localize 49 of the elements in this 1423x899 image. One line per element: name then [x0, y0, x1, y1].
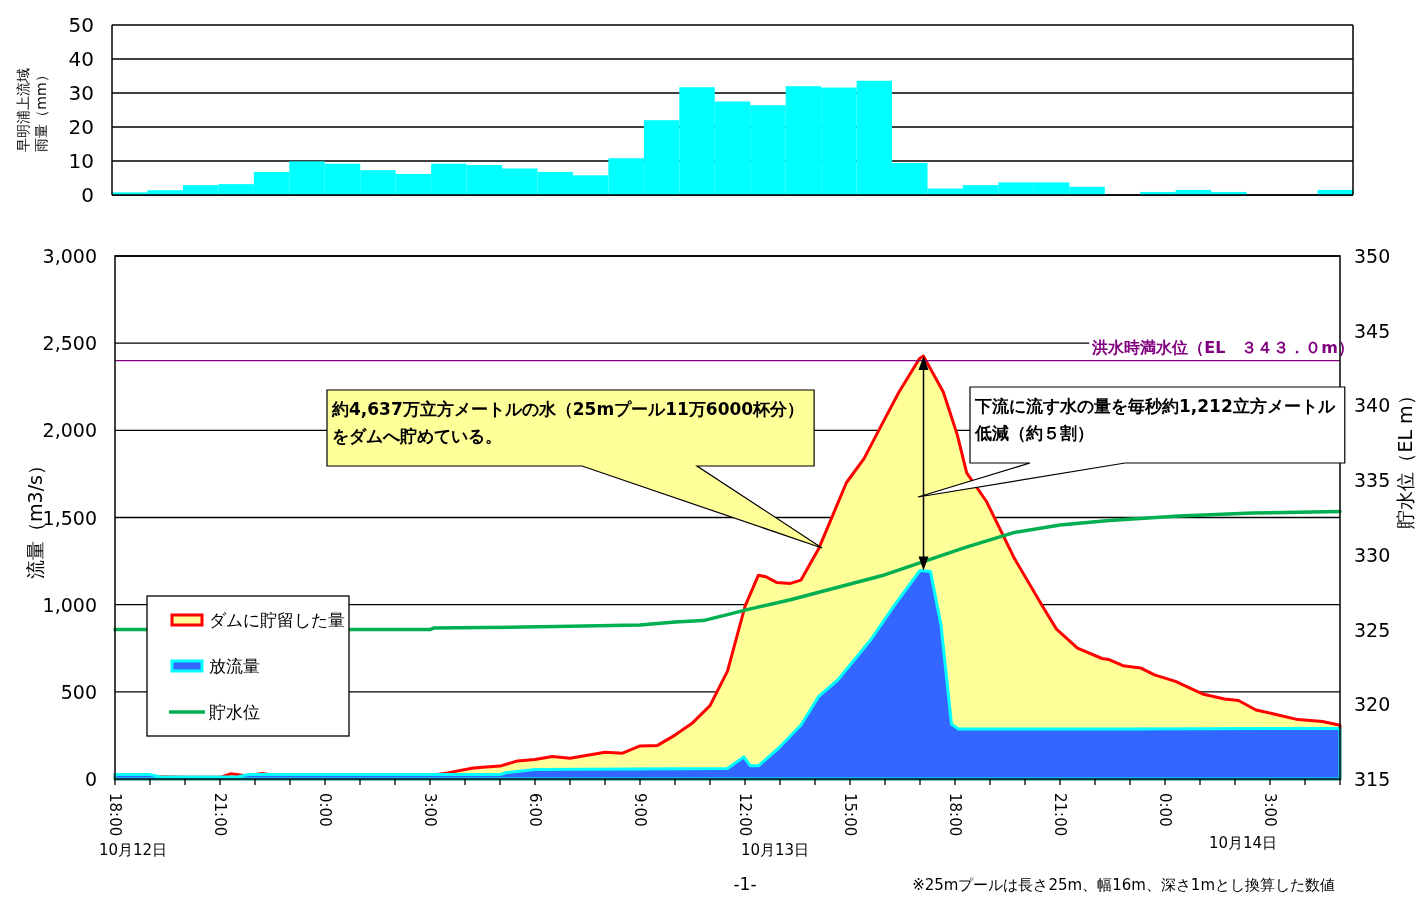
annotation: 約4,637万立方メートルの水（25mプール11万6000杯分） [331, 399, 805, 419]
y-tick-label: 3,000 [42, 245, 97, 267]
y2-tick-label: 320 [1354, 693, 1391, 716]
y-tick-label: 40 [68, 47, 94, 71]
legend-label: 貯水位 [209, 702, 260, 722]
text: 10月12日 [98, 841, 168, 859]
x-tick-label: 0:00 [1156, 793, 1174, 827]
y-tick-label: 0 [84, 768, 97, 790]
y-tick-label: 500 [60, 680, 97, 703]
x-tick-label: 0:00 [316, 793, 334, 827]
y-tick-label: 50 [68, 13, 94, 37]
y-tick-label: 20 [68, 115, 94, 139]
y-tick-label: 0 [81, 183, 94, 207]
x-tick-label: 12:00 [736, 793, 754, 837]
x-tick-label: 18:00 [946, 793, 964, 837]
legend-label: 放流量 [209, 656, 260, 676]
text: 10月13日 [740, 841, 810, 859]
y2-tick-label: 350 [1354, 245, 1391, 267]
legend-label: ダムに貯留した量 [209, 610, 345, 630]
ref-line-label: 洪水時満水位（EL ３４３．０m） [1091, 337, 1354, 357]
y-tick-label: 10 [68, 149, 94, 173]
y2-tick-label: 340 [1354, 394, 1391, 417]
x-tick-label: 9:00 [631, 793, 649, 827]
y-tick-label: 2,000 [42, 419, 97, 442]
x-tick-label: 15:00 [841, 793, 859, 837]
y-tick-label: 1,000 [42, 593, 97, 616]
y2-tick-label: 335 [1354, 469, 1391, 492]
text: -1- [733, 874, 757, 894]
callout: 下流に流す水の量を毎秒約1,212立方メートル 低減（約５割） [917, 386, 1346, 498]
annotation: 低減（約５割） [974, 423, 1094, 443]
x-tick-label: 3:00 [1261, 793, 1279, 827]
text: ※25mプールは長さ25m、幅16m、深さ1mとし換算した数値 [912, 876, 1335, 894]
callout: 約4,637万立方メートルの水（25mプール11万6000杯分） をダムへ貯めている。 [326, 389, 823, 549]
x-tick-label: 6:00 [526, 793, 544, 827]
text: 10月14日 [1208, 834, 1278, 852]
y2-tick-label: 330 [1354, 543, 1391, 566]
x-tick-label: 21:00 [211, 793, 229, 837]
annotation: をダムへ貯めている。 [332, 426, 502, 446]
y-tick-label: 2,500 [42, 332, 97, 355]
x-tick-label: 18:00 [106, 793, 124, 837]
y2-tick-label: 315 [1354, 768, 1391, 790]
y-axis-title: 早明浦上流域雨量（mm） [15, 68, 49, 152]
y2-axis-title: 貯水位（EL m） [1394, 386, 1416, 529]
y2-tick-label: 325 [1354, 618, 1391, 641]
annotation: 下流に流す水の量を毎秒約1,212立方メートル [974, 396, 1336, 416]
x-tick-label: 3:00 [421, 793, 439, 827]
y-tick-label: 30 [68, 81, 94, 105]
x-tick-label: 21:00 [1051, 793, 1069, 837]
y2-tick-label: 345 [1354, 319, 1391, 342]
